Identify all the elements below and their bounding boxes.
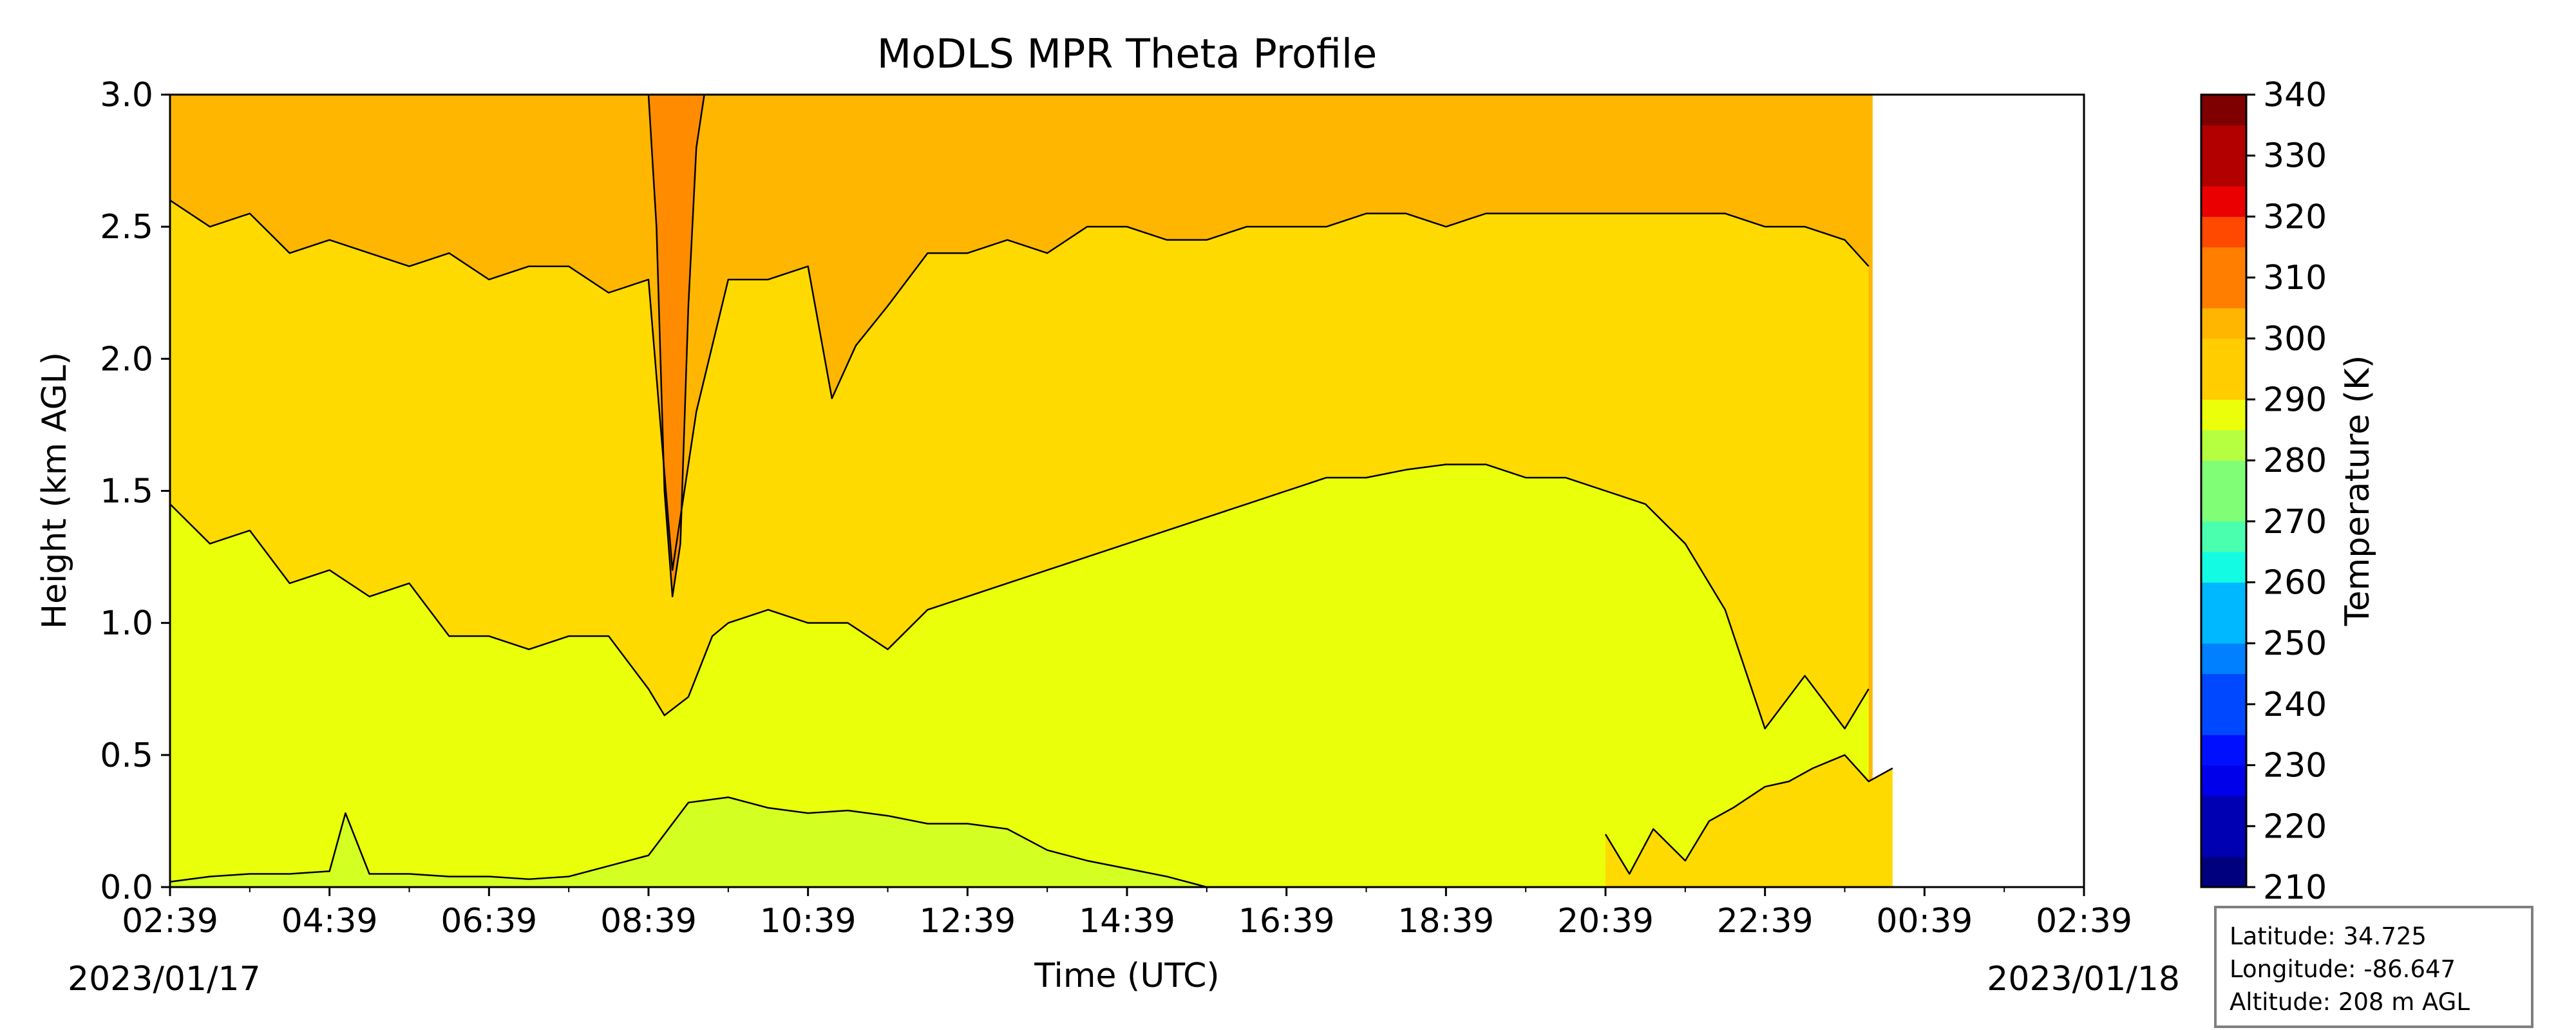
colorbar-tick-label: 290 [2263,380,2327,419]
y-tick-label: 3.0 [100,76,153,115]
colorbar: 210 220 230 240 250 260 270 280 290 300 310 320 330 3… [2200,76,2327,907]
region-290-295 [170,464,1869,887]
longitude-text: Longitude: -86.647 [2230,955,2456,983]
x-tick-label: 12:39 [919,902,1016,941]
end-date-label: 2023/01/18 [1987,960,2180,998]
contour-line-295-2 [170,464,1870,730]
contour-line-290-0 [170,796,1208,887]
y-tick-label: 0.0 [100,868,153,907]
x-tick-label: 08:39 [600,902,697,941]
x-tick-label: 02:39 [2036,902,2132,941]
colorbar-frame [2200,93,2248,888]
colorbar-segment [2201,765,2246,796]
x-tick-label: 20:39 [1557,902,1654,941]
latitude-text: Latitude: 34.725 [2230,922,2427,950]
colorbar-segment [2201,643,2246,675]
colorbar-segment [2201,186,2246,217]
y-tick-label: 0.5 [100,736,153,775]
colorbar-tick-label: 330 [2263,137,2327,176]
colorbar-segment [2201,429,2246,461]
y-tick-label: 2.0 [100,340,153,379]
colorbar-tick-label: 320 [2263,198,2327,236]
x-tick-label: 16:39 [1238,902,1335,941]
region-285-290 [170,797,1207,887]
colorbar-segment [2201,491,2246,522]
colorbar-segment [2201,582,2246,613]
colorbar-segment [2201,399,2246,431]
colorbar-tick-label: 230 [2263,747,2327,785]
contour-line-305-4 [647,95,705,597]
colorbar-tick-label: 220 [2263,807,2327,846]
colorbar-segment [2201,216,2246,248]
x-tick-label: 14:39 [1079,902,1175,941]
region-295-300-evening [1605,754,1893,887]
x-tick-label: 06:39 [440,902,537,941]
colorbar-tick-label: 260 [2263,564,2327,603]
y-tick-label: 2.5 [100,208,153,247]
colorbar-label: Temperature (K) [2338,355,2377,627]
colorbar-segment [2201,704,2246,735]
altitude-text: Altitude: 208 m AGL [2230,988,2470,1016]
x-axis-label: Time (UTC) [1034,957,1219,995]
colorbar-segment [2201,673,2246,705]
plot-fill-layer [170,95,1893,887]
colorbar-segment [2201,338,2246,370]
x-tick-label: 00:39 [1876,902,1973,941]
region-305-310 [649,95,705,597]
colorbar-segment [2201,856,2246,888]
start-date-label: 2023/01/17 [68,960,261,998]
contour-line-300-3 [170,200,1870,571]
y-axis-ticks: 0.0 0.5 1.0 1.5 2.0 2.5 3.0 [100,76,170,907]
contour-line-290-1 [1604,754,1893,875]
colorbar-segment [2201,795,2246,827]
colorbar-tick-label: 280 [2263,442,2327,480]
colorbar-segment [2201,247,2246,278]
colorbar-tick-label: 310 [2263,259,2327,297]
colorbar-segment [2201,95,2246,126]
x-tick-label: 04:39 [281,902,378,941]
colorbar-segment [2201,552,2246,583]
colorbar-tick-label: 250 [2263,624,2327,663]
colorbar-tick-label: 210 [2263,868,2327,907]
y-tick-label: 1.0 [100,604,153,643]
colorbar-segment [2201,155,2246,187]
x-tick-label: 18:39 [1397,902,1494,941]
x-axis-ticks: 02:39 04:39 06:39 08:39 10:39 12:39 14:39 16:39… [122,887,2132,941]
x-tick-label: 10:39 [760,902,857,941]
colorbar-segment [2201,308,2246,339]
colorbar-tick-label: 340 [2263,76,2327,115]
x-tick-label: 22:39 [1717,902,1814,941]
colorbar-segment [2201,125,2246,156]
colorbar-segment [2201,826,2246,857]
colorbar-segment [2201,735,2246,766]
colorbar-tick-label: 270 [2263,503,2327,541]
colorbar-segment [2201,369,2246,400]
colorbar-segment [2201,612,2246,644]
colorbar-tick-label: 240 [2263,686,2327,724]
chart-title: MoDLS MPR Theta Profile [877,30,1378,77]
contour-layer [170,95,1893,887]
y-axis-label: Height (km AGL) [35,352,74,629]
colorbar-segment [2201,460,2246,491]
colorbar-tick-label: 300 [2263,320,2327,359]
x-tick-label: 02:39 [122,902,218,941]
colorbar-segment [2201,277,2246,308]
station-info-box: Latitude: 34.725 Longitude: -86.647 Alti… [2214,906,2533,1028]
y-tick-label: 1.5 [100,473,153,511]
colorbar-segment [2201,521,2246,552]
